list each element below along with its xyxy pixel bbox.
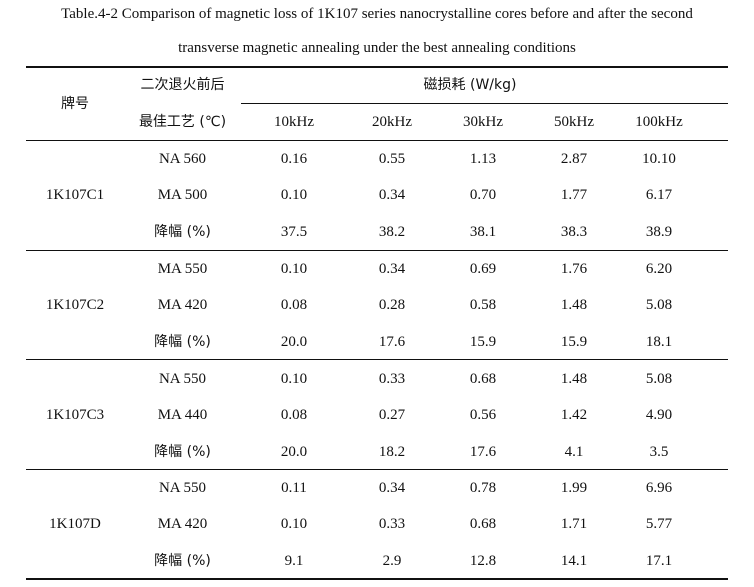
value-cell: 18.2 [378,444,406,460]
process-cell: MA 420 [157,516,208,532]
value-cell: 0.33 [378,516,406,532]
value-cell: 5.08 [645,297,673,313]
value-cell: 20.0 [280,444,308,460]
value-cell: 4.1 [564,444,584,460]
value-cell: 0.55 [378,151,406,167]
header-bottom-rule [26,140,728,141]
brand-cell: 1K107D [49,516,101,532]
value-cell: 2.9 [382,553,402,569]
table-bottom-rule [26,578,728,580]
value-cell: 18.1 [645,334,673,350]
value-cell: 1.99 [560,480,588,496]
process-cell: MA 550 [157,261,208,277]
brand-cell: 1K107C3 [45,407,105,423]
process-cell: MA 420 [157,297,208,313]
value-cell: 0.56 [469,407,497,423]
header-sub-rule [241,103,728,104]
value-cell: 0.70 [469,187,497,203]
value-cell: 1.48 [560,371,588,387]
value-cell: 0.69 [469,261,497,277]
value-cell: 0.10 [280,371,308,387]
process-cell: NA 550 [158,371,207,387]
reduction-label: 降幅 (%) [154,334,211,350]
header-brand: 牌号 [61,96,89,112]
value-cell: 38.1 [469,224,497,240]
value-cell: 1.77 [560,187,588,203]
value-cell: 37.5 [280,224,308,240]
value-cell: 3.5 [649,444,669,460]
value-cell: 0.27 [378,407,406,423]
value-cell: 0.08 [280,297,308,313]
header-frequency: 100kHz [635,114,683,130]
value-cell: 17.6 [469,444,497,460]
value-cell: 0.58 [469,297,497,313]
header-frequency: 50kHz [554,114,594,130]
table-caption-line-1: Table.4-2 Comparison of magnetic loss of… [61,6,693,22]
value-cell: 15.9 [560,334,588,350]
value-cell: 9.1 [284,553,304,569]
value-cell: 0.68 [469,516,497,532]
value-cell: 17.1 [645,553,673,569]
value-cell: 20.0 [280,334,308,350]
value-cell: 0.10 [280,516,308,532]
reduction-label: 降幅 (%) [154,444,211,460]
value-cell: 0.08 [280,407,308,423]
group-divider-3 [26,469,728,470]
header-frequency: 10kHz [274,114,314,130]
value-cell: 0.10 [280,261,308,277]
value-cell: 4.90 [645,407,673,423]
value-cell: 38.3 [560,224,588,240]
value-cell: 17.6 [378,334,406,350]
value-cell: 1.48 [560,297,588,313]
value-cell: 1.42 [560,407,588,423]
value-cell: 0.68 [469,371,497,387]
value-cell: 38.2 [378,224,406,240]
value-cell: 1.76 [560,261,588,277]
value-cell: 15.9 [469,334,497,350]
reduction-label: 降幅 (%) [154,224,211,240]
brand-cell: 1K107C1 [45,187,105,203]
brand-cell: 1K107C2 [45,297,105,313]
group-divider-2 [26,359,728,360]
table-top-rule [26,66,728,68]
header-loss-group: 磁损耗 (W/kg) [423,77,517,93]
header-frequency: 20kHz [372,114,412,130]
value-cell: 5.77 [645,516,673,532]
value-cell: 5.08 [645,371,673,387]
value-cell: 0.34 [378,187,406,203]
process-cell: MA 500 [157,187,208,203]
process-cell: MA 440 [157,407,208,423]
process-cell: NA 560 [158,151,207,167]
value-cell: 10.10 [642,151,676,167]
value-cell: 0.34 [378,261,406,277]
process-cell: NA 550 [158,480,207,496]
value-cell: 6.17 [645,187,673,203]
reduction-label: 降幅 (%) [154,553,211,569]
value-cell: 1.13 [469,151,497,167]
value-cell: 0.78 [469,480,497,496]
value-cell: 0.10 [280,187,308,203]
table-caption-line-2: transverse magnetic annealing under the … [178,40,576,56]
value-cell: 2.87 [560,151,588,167]
value-cell: 0.28 [378,297,406,313]
value-cell: 0.34 [378,480,406,496]
header-process-line-1: 二次退火前后 [140,77,225,93]
header-frequency: 30kHz [463,114,503,130]
value-cell: 0.16 [280,151,308,167]
value-cell: 1.71 [560,516,588,532]
group-divider-1 [26,250,728,251]
value-cell: 6.96 [645,480,673,496]
value-cell: 12.8 [469,553,497,569]
value-cell: 0.11 [281,480,307,496]
header-process-line-2: 最佳工艺 (℃) [138,114,227,130]
value-cell: 0.33 [378,371,406,387]
value-cell: 38.9 [645,224,673,240]
value-cell: 6.20 [645,261,673,277]
value-cell: 14.1 [560,553,588,569]
